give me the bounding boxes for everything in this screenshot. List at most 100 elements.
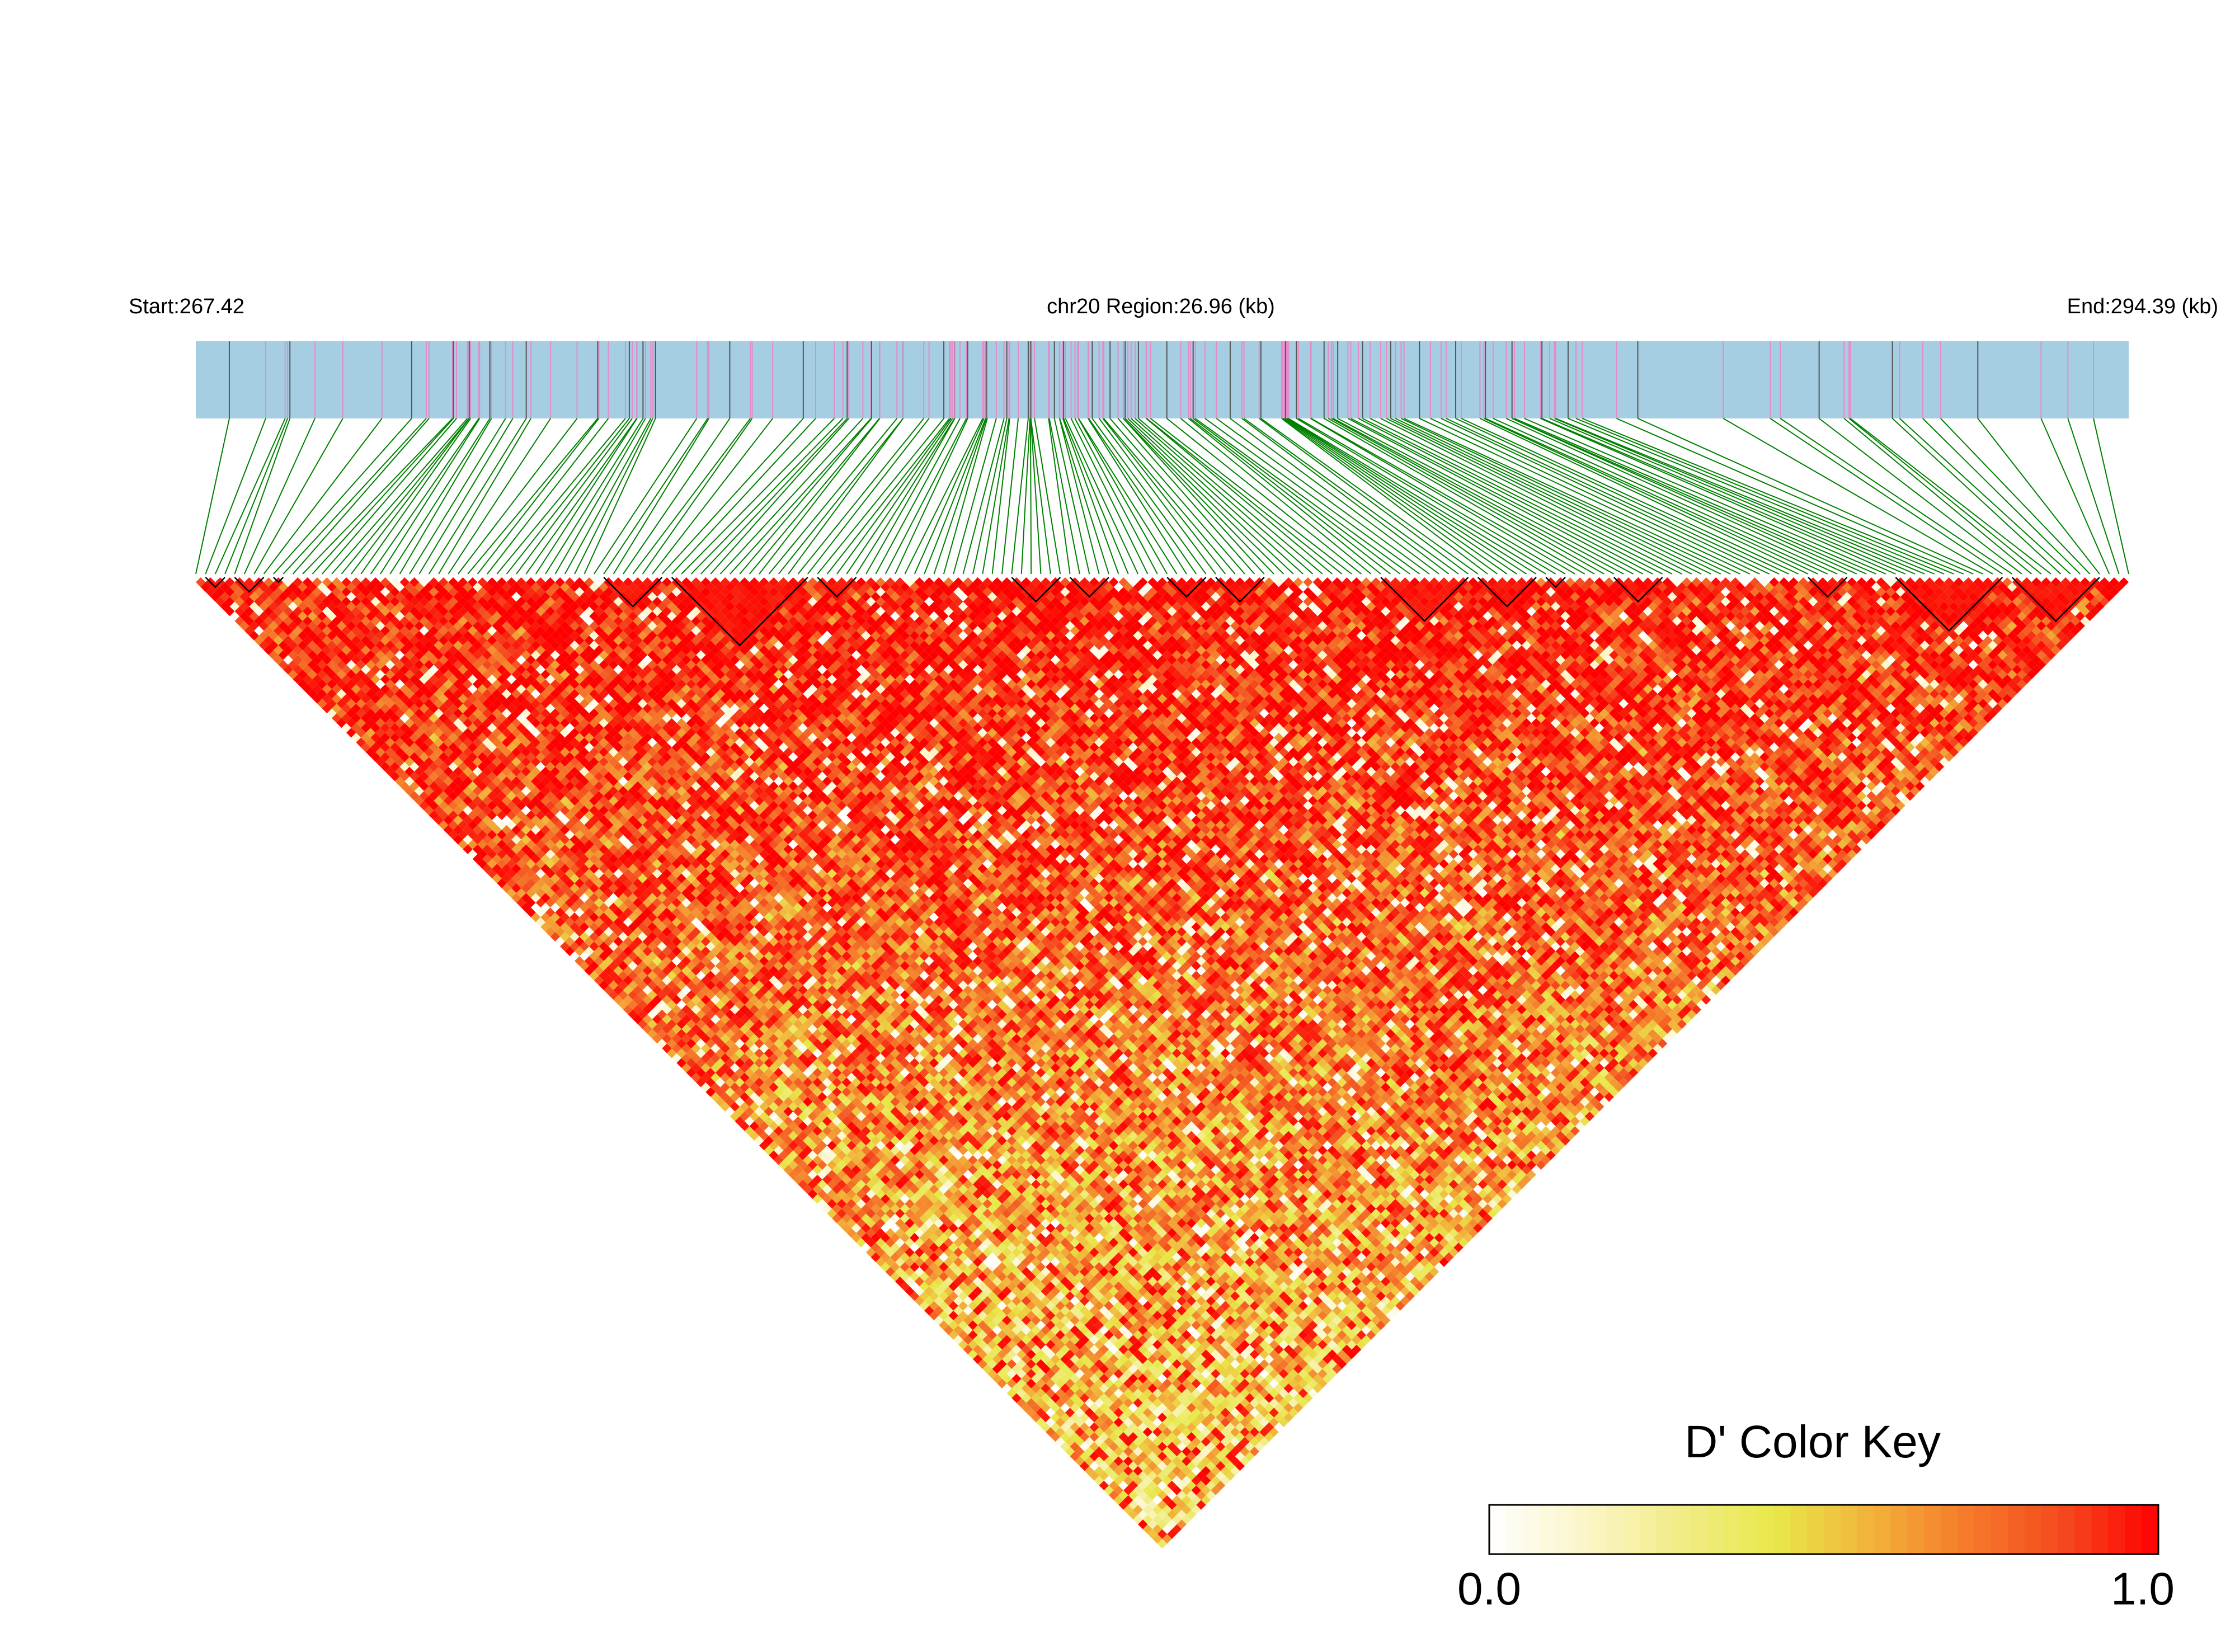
snp-connector-line [982,418,1010,575]
snp-connector-line [884,418,967,575]
snp-connector-line [438,418,531,575]
snp-connector-line [389,418,491,575]
ld-cell [1094,1475,1104,1486]
snp-connector-line [719,418,864,575]
snp-connector-line [224,418,289,575]
snp-connector-line [759,418,881,575]
snp-connector-line [1310,418,1575,575]
snp-connector-line [1568,418,1945,575]
snp-connector-line [1386,418,1702,575]
snp-connector-line [943,418,988,575]
snp-connector-line [1102,418,1226,575]
snp-connector-line [467,418,599,575]
ld-cell [1118,1500,1128,1510]
region-end-label: End:294.39 (kb) [2067,295,2218,318]
ld-cell [861,1242,871,1253]
snp-connector-lines [195,418,2129,575]
snp-connector-line [1324,418,1595,575]
ld-cell [1031,1413,1041,1423]
snp-connector-line [1298,418,1566,575]
snp-position-track [196,341,2129,418]
snp-connector-line [1891,418,2062,575]
ld-cell [1065,1446,1075,1457]
ld-cell [885,1267,896,1277]
snp-connector-line [1088,418,1197,575]
snp-connector-line [341,418,470,575]
snp-connector-line [1216,418,1430,575]
snp-connector-line [1419,418,1751,575]
ld-cell [1152,1534,1163,1544]
ld-cell [774,1155,784,1165]
ld-cell [1070,1451,1080,1461]
ld-cell [1060,1442,1070,1452]
snp-connector-line [749,418,880,575]
ld-cell [1017,1398,1027,1408]
snp-connector-line [1400,418,1731,575]
snp-connector-line [1109,418,1245,575]
ld-cell [881,1262,891,1272]
snp-connector-line [933,418,987,575]
snp-connector-line [1286,418,1527,575]
ld-cell [934,1315,944,1325]
snp-connector-line [1638,418,1983,575]
region-start-label: Start:267.42 [129,295,244,318]
snp-connector-line [545,418,644,575]
ld-cell [1041,1422,1051,1432]
snp-connector-line [1204,418,1420,575]
snp-connector-line [1098,418,1216,575]
snp-connector-line [613,418,710,575]
snp-connector-line [525,418,637,575]
snp-connector-line [846,418,953,575]
snp-connector-line [1461,418,1799,575]
ld-cell [963,1344,973,1354]
snp-connector-line [1088,418,1187,575]
ld-cell [943,1325,954,1335]
snp-connector-line [292,418,430,575]
snp-connector-line [681,418,835,575]
snp-connector-line [1127,418,1294,575]
ld-cell [871,1252,881,1263]
snp-connector-line [1390,418,1711,575]
snp-connector-line [836,418,952,575]
snp-connector-line [1103,418,1236,575]
region-title: chr20 Region:26.96 (kb) [1047,295,1275,318]
snp-connector-line [817,418,944,575]
ld-cell [390,771,400,782]
ld-cell [919,1301,929,1311]
snp-connector-line [623,418,731,575]
ld-cell [1147,1529,1158,1539]
snp-connector-line [2093,418,2129,575]
snp-connector-line [370,418,479,575]
ld-cell [764,1145,774,1156]
ld-cell [953,1335,963,1345]
snp-connector-line [1514,418,1876,575]
ld-cell [1079,1461,1090,1471]
snp-connector-line [448,418,551,575]
snp-connector-line [360,418,472,575]
snp-connector-line [1395,418,1721,575]
snp-connector-line [1070,418,1149,575]
snp-connector-line [506,418,630,575]
snp-connector-line [1193,418,1401,575]
snp-connector-line [1848,418,2042,575]
snp-connector-line [477,418,600,575]
snp-connector-line [953,418,997,575]
ld-cell [876,1257,886,1267]
snp-connector-line [1512,418,1857,575]
snp-connector-line [1048,418,1071,575]
snp-connector-line [516,418,633,575]
snp-connector-line [263,418,383,575]
snp-connector-line [1190,418,1391,575]
snp-connector-line [195,418,230,575]
ld-cell [759,1140,769,1151]
snp-connector-line [535,418,638,575]
snp-connector-line [1549,418,1916,575]
snp-connector-line [253,418,344,575]
snp-connector-line [1337,418,1634,575]
snp-connector-line [1048,418,1080,575]
snp-connector-line [1331,418,1615,575]
snp-connector-line [1131,418,1304,575]
snp-connector-line [1404,418,1740,575]
snp-connector-line [924,418,986,575]
